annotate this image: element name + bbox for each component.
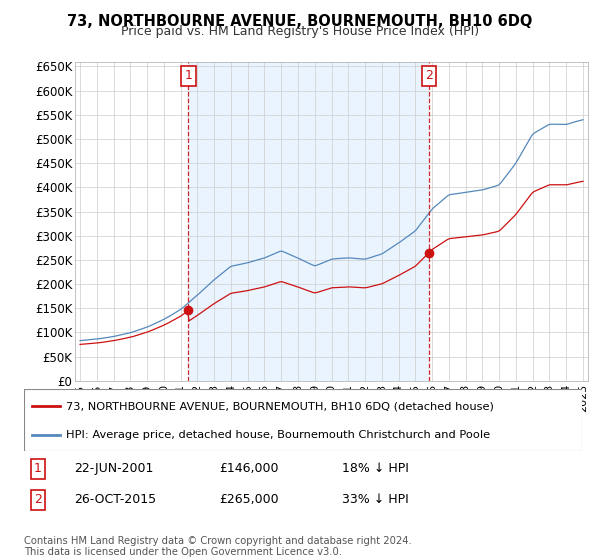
Text: 26-OCT-2015: 26-OCT-2015 [74, 493, 157, 506]
Text: 22-JUN-2001: 22-JUN-2001 [74, 462, 154, 475]
Text: HPI: Average price, detached house, Bournemouth Christchurch and Poole: HPI: Average price, detached house, Bour… [66, 431, 490, 440]
Text: £146,000: £146,000 [220, 462, 279, 475]
Bar [188, 62, 429, 381]
Text: 1: 1 [34, 462, 42, 475]
Text: £265,000: £265,000 [220, 493, 279, 506]
Text: 73, NORTHBOURNE AVENUE, BOURNEMOUTH, BH10 6DQ: 73, NORTHBOURNE AVENUE, BOURNEMOUTH, BH1… [67, 14, 533, 29]
Text: 2: 2 [34, 493, 42, 506]
FancyBboxPatch shape [24, 389, 582, 451]
Text: 18% ↓ HPI: 18% ↓ HPI [342, 462, 409, 475]
Text: Price paid vs. HM Land Registry's House Price Index (HPI): Price paid vs. HM Land Registry's House … [121, 25, 479, 38]
Text: Contains HM Land Registry data © Crown copyright and database right 2024.
This d: Contains HM Land Registry data © Crown c… [24, 535, 412, 557]
Text: 73, NORTHBOURNE AVENUE, BOURNEMOUTH, BH10 6DQ (detached house): 73, NORTHBOURNE AVENUE, BOURNEMOUTH, BH1… [66, 402, 494, 412]
Text: 1: 1 [185, 69, 193, 82]
Text: 2: 2 [425, 69, 433, 82]
Text: 33% ↓ HPI: 33% ↓ HPI [342, 493, 409, 506]
